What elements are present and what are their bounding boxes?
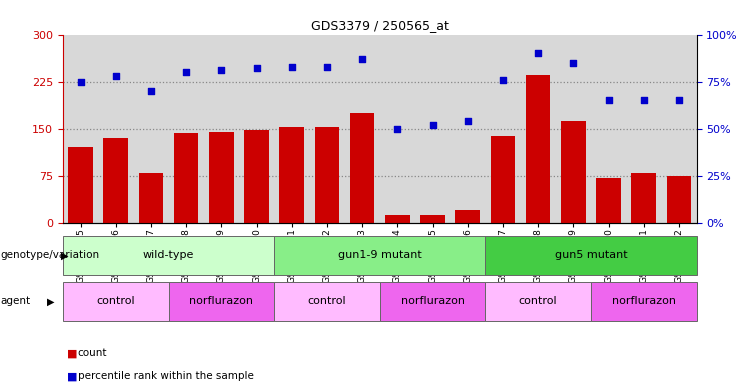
- Bar: [420, 215, 445, 223]
- Bar: [315, 127, 339, 223]
- Point: [673, 98, 685, 104]
- Bar: [591, 35, 626, 223]
- Point: [462, 118, 473, 124]
- Point: [497, 77, 509, 83]
- Point: [391, 126, 403, 132]
- Point: [427, 122, 439, 128]
- Text: wild-type: wild-type: [143, 250, 194, 260]
- Point: [638, 98, 650, 104]
- Text: norflurazon: norflurazon: [612, 296, 676, 306]
- Bar: [597, 177, 621, 223]
- Text: agent: agent: [1, 296, 31, 306]
- Bar: [174, 133, 199, 223]
- Point: [145, 88, 157, 94]
- Text: control: control: [519, 296, 557, 306]
- Bar: [168, 35, 204, 223]
- Bar: [561, 121, 585, 223]
- Point: [250, 65, 262, 71]
- Bar: [415, 35, 450, 223]
- Bar: [667, 176, 691, 223]
- Text: norflurazon: norflurazon: [401, 296, 465, 306]
- Bar: [626, 35, 661, 223]
- Text: ■: ■: [67, 371, 77, 381]
- Bar: [209, 132, 233, 223]
- Bar: [379, 35, 415, 223]
- Bar: [485, 282, 591, 321]
- Bar: [274, 282, 379, 321]
- Bar: [309, 35, 345, 223]
- Point: [321, 63, 333, 70]
- Point: [532, 50, 544, 56]
- Text: control: control: [308, 296, 346, 306]
- Bar: [104, 138, 128, 223]
- Bar: [491, 136, 515, 223]
- Bar: [631, 172, 656, 223]
- Bar: [526, 75, 551, 223]
- Bar: [450, 35, 485, 223]
- Bar: [485, 236, 697, 275]
- Bar: [245, 130, 269, 223]
- Point: [75, 79, 87, 85]
- Bar: [139, 172, 163, 223]
- Text: norflurazon: norflurazon: [190, 296, 253, 306]
- Bar: [385, 215, 410, 223]
- Bar: [661, 35, 697, 223]
- Bar: [350, 113, 374, 223]
- Bar: [63, 35, 98, 223]
- Point: [216, 67, 227, 73]
- Text: control: control: [96, 296, 135, 306]
- Bar: [485, 35, 520, 223]
- Bar: [279, 127, 304, 223]
- Point: [286, 63, 298, 70]
- Bar: [456, 210, 480, 223]
- Bar: [556, 35, 591, 223]
- Text: genotype/variation: genotype/variation: [1, 250, 100, 260]
- Bar: [63, 236, 274, 275]
- Bar: [204, 35, 239, 223]
- Bar: [168, 282, 274, 321]
- Bar: [133, 35, 168, 223]
- Text: count: count: [78, 348, 107, 358]
- Bar: [239, 35, 274, 223]
- Text: ▶: ▶: [61, 250, 68, 260]
- Point: [110, 73, 122, 79]
- Bar: [274, 236, 485, 275]
- Point: [356, 56, 368, 62]
- Bar: [63, 282, 169, 321]
- Text: percentile rank within the sample: percentile rank within the sample: [78, 371, 253, 381]
- Text: ▶: ▶: [47, 296, 54, 306]
- Text: gun1-9 mutant: gun1-9 mutant: [338, 250, 422, 260]
- Point: [602, 98, 614, 104]
- Point: [568, 60, 579, 66]
- Text: ■: ■: [67, 348, 77, 358]
- Bar: [98, 35, 133, 223]
- Bar: [520, 35, 556, 223]
- Bar: [68, 147, 93, 223]
- Bar: [345, 35, 379, 223]
- Bar: [591, 282, 697, 321]
- Title: GDS3379 / 250565_at: GDS3379 / 250565_at: [310, 19, 449, 32]
- Bar: [274, 35, 309, 223]
- Bar: [379, 282, 485, 321]
- Point: [180, 69, 192, 75]
- Text: gun5 mutant: gun5 mutant: [554, 250, 628, 260]
